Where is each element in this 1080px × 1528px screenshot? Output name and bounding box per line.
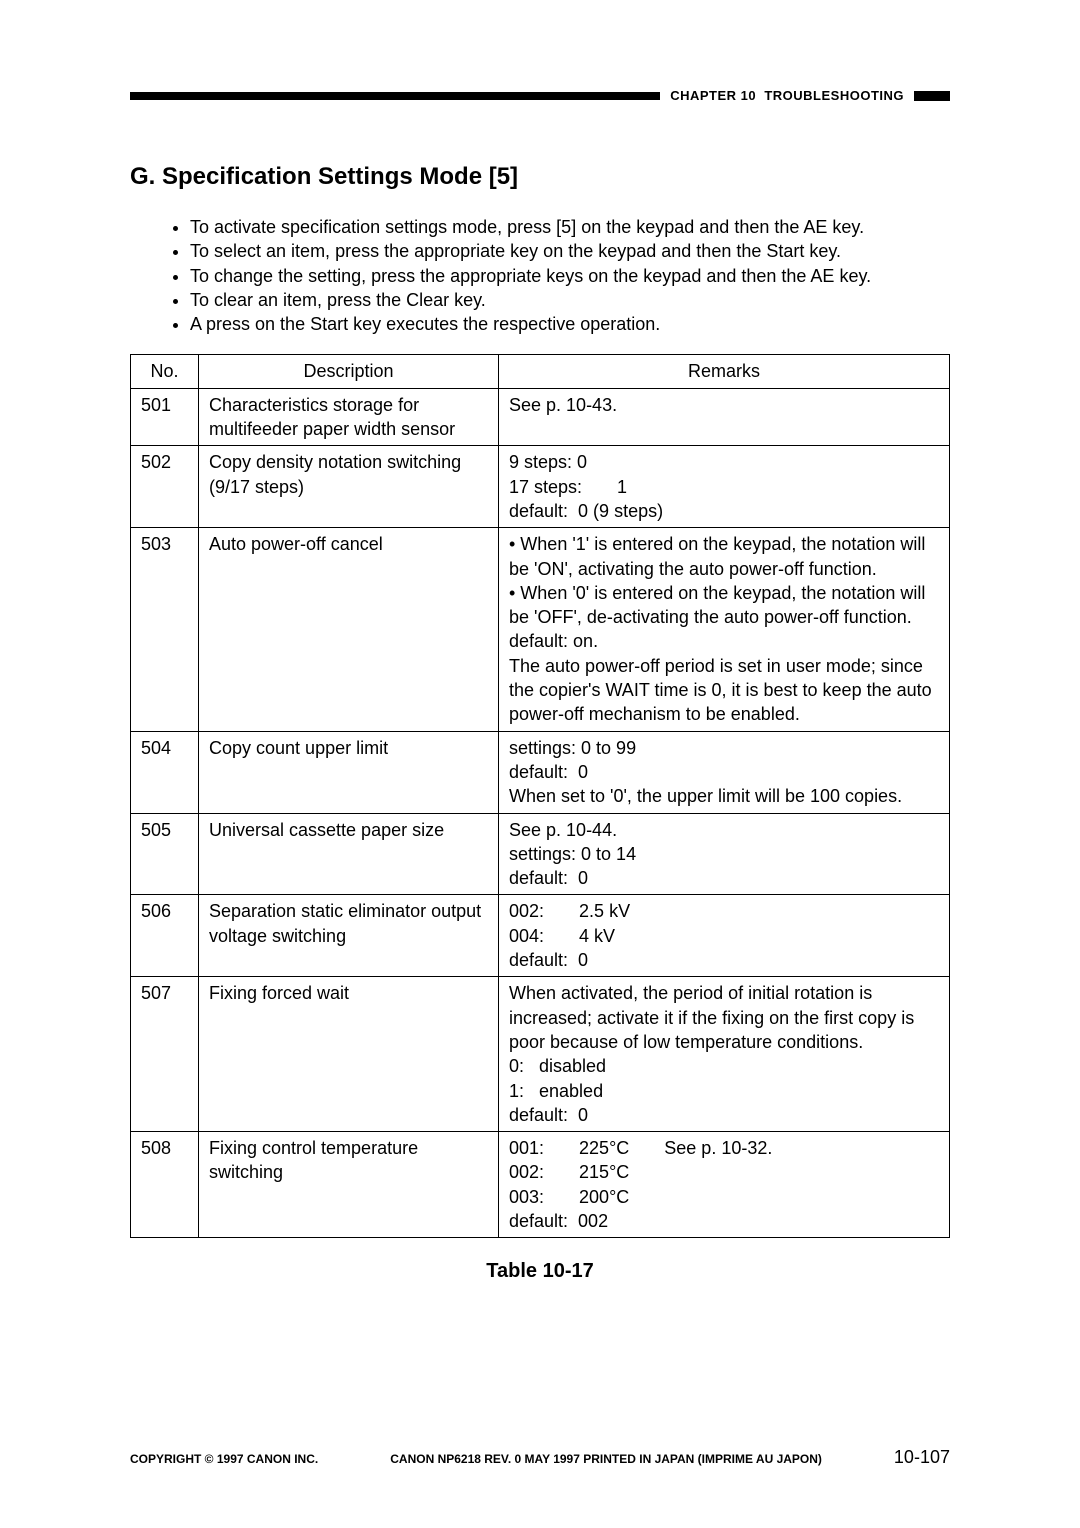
cell-description: Universal cassette paper size: [199, 813, 499, 895]
instruction-list: To activate specification settings mode,…: [130, 215, 950, 336]
col-no: No.: [131, 355, 199, 388]
table-row: 506Separation static eliminator output v…: [131, 895, 950, 977]
print-line: CANON NP6218 REV. 0 MAY 1997 PRINTED IN …: [390, 1452, 822, 1466]
cell-description: Fixing forced wait: [199, 977, 499, 1132]
cell-no: 503: [131, 528, 199, 731]
cell-remarks: • When '1' is entered on the keypad, the…: [499, 528, 950, 731]
cell-description: Copy density notation switching (9/17 st…: [199, 446, 499, 528]
table-row: 501Characteristics storage for multifeed…: [131, 388, 950, 446]
copyright-text: COPYRIGHT © 1997 CANON INC.: [130, 1452, 318, 1466]
cell-remarks: 002: 2.5 kV004: 4 kVdefault: 0: [499, 895, 950, 977]
table-row: 505Universal cassette paper sizeSee p. 1…: [131, 813, 950, 895]
cell-no: 504: [131, 731, 199, 813]
table-row: 504Copy count upper limitsettings: 0 to …: [131, 731, 950, 813]
page-header: CHAPTER 10 TROUBLESHOOTING: [130, 88, 950, 103]
list-item: To activate specification settings mode,…: [190, 215, 950, 239]
cell-no: 505: [131, 813, 199, 895]
col-remarks: Remarks: [499, 355, 950, 388]
list-item: To select an item, press the appropriate…: [190, 239, 950, 263]
cell-no: 507: [131, 977, 199, 1132]
cell-description: Copy count upper limit: [199, 731, 499, 813]
cell-description: Fixing control temperature switching: [199, 1132, 499, 1238]
table-caption: Table 10-17: [130, 1260, 950, 1283]
col-desc: Description: [199, 355, 499, 388]
header-end-block: [914, 91, 950, 101]
list-item: To change the setting, press the appropr…: [190, 264, 950, 288]
table-row: 502Copy density notation switching (9/17…: [131, 446, 950, 528]
table-row: 503Auto power-off cancel• When '1' is en…: [131, 528, 950, 731]
cell-remarks: 9 steps: 017 steps: 1default: 0 (9 steps…: [499, 446, 950, 528]
cell-no: 501: [131, 388, 199, 446]
cell-no: 502: [131, 446, 199, 528]
list-item: A press on the Start key executes the re…: [190, 312, 950, 336]
cell-remarks: settings: 0 to 99default: 0When set to '…: [499, 731, 950, 813]
cell-remarks: See p. 10-44.settings: 0 to 14default: 0: [499, 813, 950, 895]
spec-table: No. Description Remarks 501Characteristi…: [130, 354, 950, 1238]
cell-no: 508: [131, 1132, 199, 1238]
table-body: 501Characteristics storage for multifeed…: [131, 388, 950, 1238]
cell-description: Separation static eliminator output volt…: [199, 895, 499, 977]
table-header-row: No. Description Remarks: [131, 355, 950, 388]
cell-description: Auto power-off cancel: [199, 528, 499, 731]
section-title: G. Specification Settings Mode [5]: [130, 163, 950, 191]
chapter-label: CHAPTER 10 TROUBLESHOOTING: [670, 88, 904, 103]
list-item: To clear an item, press the Clear key.: [190, 288, 950, 312]
cell-remarks: When activated, the period of initial ro…: [499, 977, 950, 1132]
cell-remarks: 001: 225°C See p. 10-32.002: 215°C003: 2…: [499, 1132, 950, 1238]
cell-no: 506: [131, 895, 199, 977]
table-row: 508Fixing control temperature switching0…: [131, 1132, 950, 1238]
cell-description: Characteristics storage for multifeeder …: [199, 388, 499, 446]
cell-remarks: See p. 10-43.: [499, 388, 950, 446]
page: CHAPTER 10 TROUBLESHOOTING G. Specificat…: [0, 0, 1080, 1528]
table-row: 507Fixing forced waitWhen activated, the…: [131, 977, 950, 1132]
page-footer: COPYRIGHT © 1997 CANON INC. CANON NP6218…: [130, 1447, 950, 1468]
page-number: 10-107: [894, 1447, 950, 1468]
header-rule: [130, 92, 660, 100]
